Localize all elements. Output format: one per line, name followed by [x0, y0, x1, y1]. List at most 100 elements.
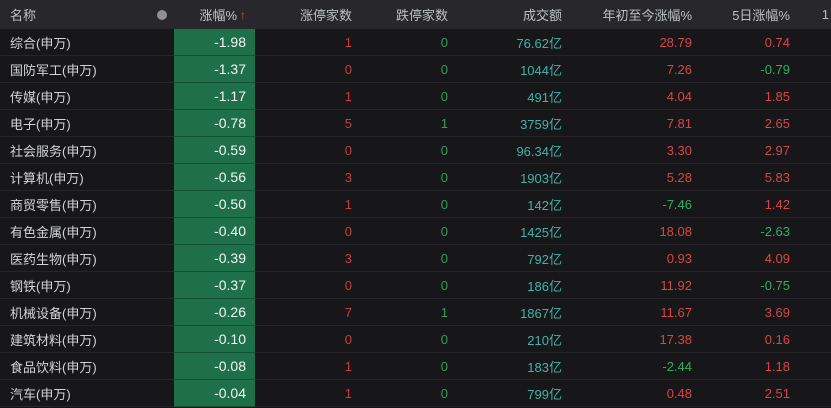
- column-header-next-partial[interactable]: 1: [821, 7, 829, 22]
- limit-up-count: 0: [344, 331, 352, 347]
- five-day-change-value: 3.69: [764, 304, 790, 320]
- table-row[interactable]: 钢铁(申万) -0.37 0 0 186亿 11.92 -0.75: [0, 272, 831, 299]
- turnover-value: 183亿: [527, 359, 562, 375]
- partial-cell: [790, 29, 831, 55]
- marker-cell: [150, 191, 174, 217]
- circle-icon: [157, 9, 167, 20]
- table-row[interactable]: 综合(申万) -1.98 1 0 76.62亿 28.79 0.74: [0, 29, 831, 56]
- sector-name: 电子(申万): [10, 116, 71, 132]
- limit-up-count: 0: [344, 223, 352, 239]
- sector-name: 食品饮料(申万): [10, 359, 97, 375]
- ytd-change-value: 0.48: [666, 385, 692, 401]
- column-header-limit-up[interactable]: 涨停家数: [299, 8, 352, 23]
- turnover-value: 210亿: [527, 332, 562, 348]
- ytd-change-value: 18.08: [659, 223, 692, 239]
- limit-up-count: 1: [344, 34, 352, 50]
- change-percent-cell: -0.56: [174, 164, 255, 191]
- column-header-ytd-change[interactable]: 年初至今涨幅%: [602, 8, 692, 23]
- change-percent-cell: -0.50: [174, 191, 255, 218]
- five-day-change-value: -0.75: [760, 277, 790, 293]
- limit-down-count: 1: [440, 115, 448, 131]
- table-row[interactable]: 电子(申万) -0.78 5 1 3759亿 7.81 2.65: [0, 110, 831, 137]
- limit-down-count: 0: [440, 169, 448, 185]
- ytd-change-value: 0.93: [666, 250, 692, 266]
- marker-cell: [150, 380, 174, 406]
- table-row[interactable]: 机械设备(申万) -0.26 7 1 1867亿 11.67 3.69: [0, 299, 831, 326]
- limit-down-count: 0: [440, 250, 448, 266]
- marker-cell: [150, 245, 174, 271]
- change-percent-cell: -0.78: [174, 110, 255, 137]
- partial-cell: [790, 326, 831, 352]
- table-row[interactable]: 传媒(申万) -1.17 1 0 491亿 4.04 1.85: [0, 83, 831, 110]
- column-header-limit-down[interactable]: 跌停家数: [395, 8, 448, 23]
- turnover-value: 1867亿: [520, 305, 562, 321]
- limit-down-count: 0: [440, 34, 448, 50]
- limit-down-count: 0: [440, 277, 448, 293]
- table-row[interactable]: 汽车(申万) -0.04 1 0 799亿 0.48 2.51: [0, 380, 831, 407]
- change-percent-cell: -0.26: [174, 299, 255, 326]
- ytd-change-value: 11.92: [660, 277, 692, 293]
- marker-cell: [150, 272, 174, 298]
- five-day-change-value: 1.42: [764, 196, 790, 212]
- table-row[interactable]: 医药生物(申万) -0.39 3 0 792亿 0.93 4.09: [0, 245, 831, 272]
- partial-cell: [790, 164, 831, 190]
- table-row[interactable]: 社会服务(申万) -0.59 0 0 96.34亿 3.30 2.97: [0, 137, 831, 164]
- column-header-marker[interactable]: [150, 0, 174, 29]
- partial-cell: [790, 245, 831, 271]
- limit-up-count: 1: [344, 88, 352, 104]
- sector-name: 机械设备(申万): [10, 305, 97, 321]
- limit-up-count: 1: [344, 385, 352, 401]
- table-row[interactable]: 计算机(申万) -0.56 3 0 1903亿 5.28 5.83: [0, 164, 831, 191]
- partial-cell: [790, 299, 831, 325]
- turnover-value: 1425亿: [520, 224, 562, 240]
- column-header-turnover[interactable]: 成交额: [522, 8, 562, 23]
- table-row[interactable]: 商贸零售(申万) -0.50 1 0 142亿 -7.46 1.42: [0, 191, 831, 218]
- column-header-5day-change[interactable]: 5日涨幅%: [732, 8, 790, 23]
- sector-name: 有色金属(申万): [10, 224, 97, 240]
- five-day-change-value: 1.18: [764, 358, 790, 374]
- partial-cell: [790, 380, 831, 406]
- marker-cell: [150, 299, 174, 325]
- ytd-change-value: -7.46: [662, 196, 692, 212]
- turnover-value: 3759亿: [520, 116, 562, 132]
- table-row[interactable]: 建筑材料(申万) -0.10 0 0 210亿 17.38 0.16: [0, 326, 831, 353]
- marker-cell: [150, 110, 174, 136]
- marker-cell: [150, 326, 174, 352]
- change-percent-cell: -1.17: [174, 83, 255, 110]
- sort-ascending-icon: ↑: [240, 7, 246, 22]
- limit-up-count: 0: [344, 142, 352, 158]
- column-header-name[interactable]: 名称: [10, 8, 37, 23]
- sector-name: 社会服务(申万): [10, 143, 97, 159]
- turnover-value: 142亿: [527, 197, 562, 213]
- limit-down-count: 0: [440, 358, 448, 374]
- five-day-change-value: 2.97: [764, 142, 790, 158]
- partial-cell: [790, 353, 831, 379]
- ytd-change-value: 5.28: [666, 169, 692, 185]
- turnover-value: 186亿: [527, 278, 562, 294]
- five-day-change-value: 1.85: [764, 88, 790, 104]
- turnover-value: 491亿: [527, 89, 562, 105]
- five-day-change-value: 2.65: [764, 115, 790, 131]
- partial-cell: [790, 110, 831, 136]
- five-day-change-value: 4.09: [764, 250, 790, 266]
- ytd-change-value: 28.79: [659, 34, 692, 50]
- limit-up-count: 5: [344, 115, 352, 131]
- limit-down-count: 0: [440, 88, 448, 104]
- change-percent-cell: -0.08: [174, 353, 255, 380]
- table-row[interactable]: 有色金属(申万) -0.40 0 0 1425亿 18.08 -2.63: [0, 218, 831, 245]
- five-day-change-value: 0.74: [764, 34, 790, 50]
- five-day-change-value: 5.83: [764, 169, 790, 185]
- limit-down-count: 1: [440, 304, 448, 320]
- column-header-change-sorted[interactable]: 涨幅% ↑: [174, 0, 255, 29]
- five-day-change-value: -0.79: [760, 61, 790, 77]
- change-percent-cell: -0.39: [174, 245, 255, 272]
- sector-name: 传媒(申万): [10, 89, 71, 105]
- table-row[interactable]: 国防军工(申万) -1.37 0 0 1044亿 7.26 -0.79: [0, 56, 831, 83]
- ytd-change-value: 4.04: [666, 88, 692, 104]
- table-row[interactable]: 食品饮料(申万) -0.08 1 0 183亿 -2.44 1.18: [0, 353, 831, 380]
- limit-down-count: 0: [440, 142, 448, 158]
- change-percent-cell: -0.04: [174, 380, 255, 407]
- turnover-value: 96.34亿: [516, 143, 562, 159]
- limit-up-count: 0: [344, 277, 352, 293]
